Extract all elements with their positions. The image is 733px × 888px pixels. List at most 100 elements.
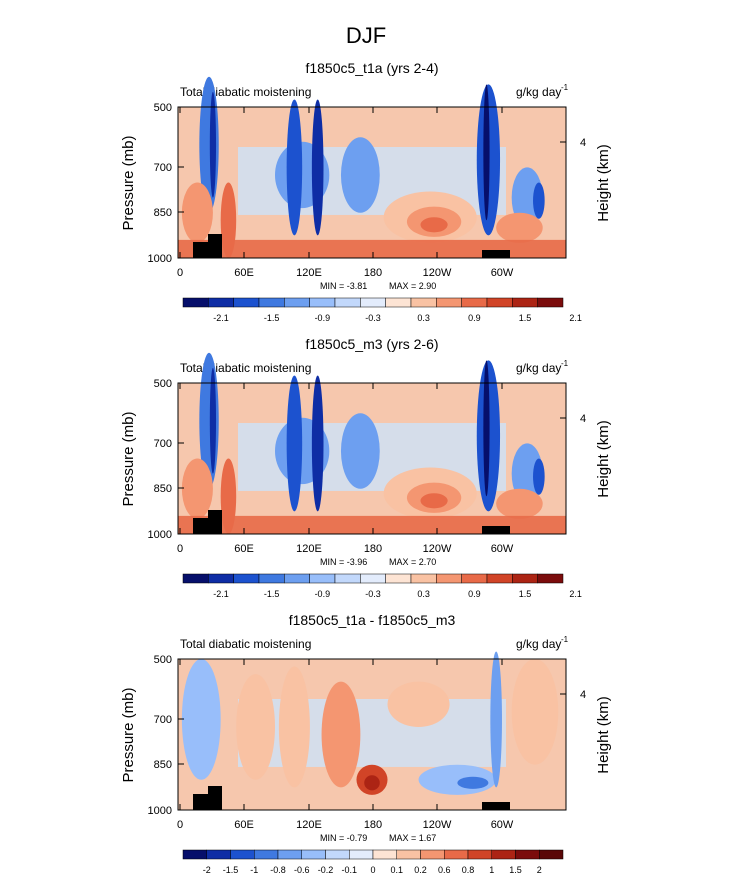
max-label: MAX = 1.67 xyxy=(389,833,436,843)
colorbar-tick-label: 0.3 xyxy=(417,589,430,599)
land-mask xyxy=(193,794,208,810)
colorbar-swatch xyxy=(230,849,255,860)
colorbar-swatch xyxy=(436,297,462,308)
y-tick-label: 500 xyxy=(154,378,172,390)
heatmap-contour xyxy=(220,458,237,534)
colorbar-swatch xyxy=(360,573,386,584)
colorbar-tick-label: 0.3 xyxy=(417,313,430,323)
colorbar-swatch xyxy=(539,849,564,860)
heatmap-contour xyxy=(286,99,303,236)
colorbar-tick-label: -2.1 xyxy=(213,589,229,599)
colorbar-swatch xyxy=(334,573,361,584)
x-tick-label: 120E xyxy=(296,267,322,279)
figure-title: DJF xyxy=(346,23,386,48)
heatmap-contour xyxy=(286,375,303,512)
min-label: MIN = -3.96 xyxy=(320,557,367,567)
y-tick-right-label: 4 xyxy=(580,413,586,425)
colorbar-swatch xyxy=(515,849,540,860)
y-axis-label-right: Height (km) xyxy=(595,144,612,222)
colorbar-swatch xyxy=(410,297,437,308)
units-label: g/kg day xyxy=(516,361,561,375)
units-exponent: -1 xyxy=(561,83,569,92)
heatmap-contour xyxy=(340,413,380,489)
max-label: MAX = 2.70 xyxy=(389,557,436,567)
colorbar-swatch xyxy=(396,849,421,860)
colorbar-tick-label: -0.2 xyxy=(318,865,334,875)
y-tick-label: 1000 xyxy=(148,805,172,817)
plot-frame xyxy=(177,658,567,811)
x-tick-label: 0 xyxy=(177,267,183,279)
colorbar-swatch xyxy=(486,297,513,308)
colorbar-tick-label: -1.5 xyxy=(223,865,239,875)
panel-title: f1850c5_t1a (yrs 2-4) xyxy=(305,60,438,76)
y-tick-label: 850 xyxy=(154,207,172,219)
y-tick-right-label: 4 xyxy=(580,137,586,149)
colorbar-tick-label: 0.6 xyxy=(438,865,451,875)
colorbar-swatch xyxy=(182,573,209,584)
colorbar-tick-label: -0.3 xyxy=(365,589,381,599)
colorbar-swatch xyxy=(182,297,209,308)
colorbar-swatch xyxy=(208,297,234,308)
y-tick-label: 850 xyxy=(154,483,172,495)
land-mask xyxy=(482,802,510,810)
heatmap-contour xyxy=(483,84,490,221)
chart-panel: f1850c5_t1a (yrs 2-4) Total diabatic mois… xyxy=(120,60,612,323)
x-tick-label: 60W xyxy=(491,267,514,279)
colorbar-swatch xyxy=(233,297,260,308)
colorbar-swatch xyxy=(486,573,513,584)
colorbar-swatch xyxy=(461,573,488,584)
y-tick-label: 500 xyxy=(154,102,172,114)
heatmap-contour xyxy=(387,681,450,727)
colorbar-swatch xyxy=(360,297,386,308)
land-mask xyxy=(193,518,208,534)
colorbar-swatch xyxy=(444,849,469,860)
colorbar-tick-label: -0.9 xyxy=(315,589,331,599)
y-axis-label-right: Height (km) xyxy=(595,696,612,774)
colorbar-tick-label: 0.1 xyxy=(390,865,403,875)
colorbar-tick-label: -1.5 xyxy=(264,313,280,323)
colorbar-swatch xyxy=(461,297,488,308)
heatmap-contour xyxy=(420,217,448,233)
heatmap-contour xyxy=(236,674,275,780)
y-axis-label: Pressure (mb) xyxy=(120,411,137,506)
colorbar-tick-label: 2.1 xyxy=(569,313,582,323)
plot-frame xyxy=(177,106,567,259)
heatmap-contour xyxy=(490,651,502,788)
x-tick-label: 60E xyxy=(234,267,254,279)
heatmap-contour xyxy=(209,367,217,474)
x-tick-label: 180 xyxy=(364,543,382,555)
colorbar-swatch xyxy=(436,573,462,584)
colorbar-swatch xyxy=(284,573,310,584)
y-tick-label: 1000 xyxy=(148,529,172,541)
y-axis-label: Pressure (mb) xyxy=(120,687,137,782)
colorbar-tick-label: 0 xyxy=(370,865,375,875)
variable-label: Total diabatic moistening xyxy=(180,361,311,375)
colorbar-swatch xyxy=(372,849,397,860)
colorbar-swatch xyxy=(537,297,564,308)
heatmap-contour xyxy=(181,458,213,519)
colorbar-tick-label: -0.1 xyxy=(341,865,357,875)
y-tick-label: 700 xyxy=(154,714,172,726)
heatmap-contour xyxy=(311,99,324,236)
land-mask xyxy=(482,250,510,258)
heatmap-contour xyxy=(220,182,237,258)
colorbar-tick-label: 0.9 xyxy=(468,589,481,599)
heatmap-contour xyxy=(457,776,489,789)
heatmap-contour xyxy=(496,488,543,519)
colorbar-swatch xyxy=(467,849,492,860)
units-label: g/kg day xyxy=(516,637,561,651)
colorbar-tick-label: -0.9 xyxy=(315,313,331,323)
colorbar-swatch xyxy=(309,297,336,308)
x-tick-label: 180 xyxy=(364,819,382,831)
heatmap-contour xyxy=(420,493,448,509)
colorbar-tick-label: -0.3 xyxy=(365,313,381,323)
min-label: MIN = -0.79 xyxy=(320,833,367,843)
colorbar-swatch xyxy=(309,573,336,584)
colorbar-swatch xyxy=(233,573,260,584)
x-tick-label: 120W xyxy=(423,267,452,279)
max-label: MAX = 2.90 xyxy=(389,281,436,291)
colorbar-swatch xyxy=(491,849,516,860)
colorbar-tick-label: 1.5 xyxy=(519,589,532,599)
colorbar-swatch xyxy=(410,573,437,584)
